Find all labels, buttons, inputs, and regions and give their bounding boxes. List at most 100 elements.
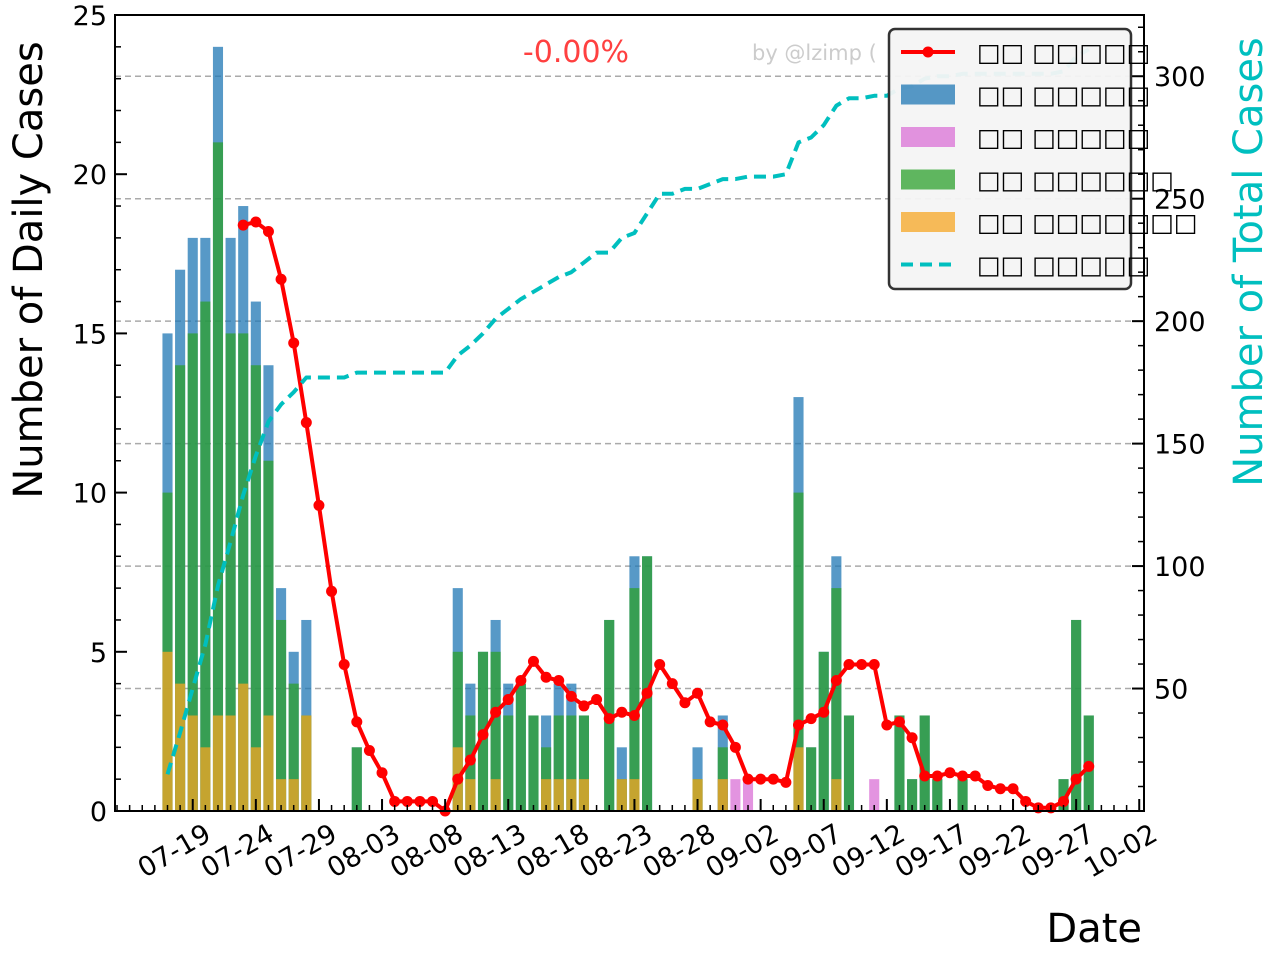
bar — [528, 715, 539, 811]
line-point — [767, 773, 779, 785]
y-tick-label: 25 — [73, 1, 107, 32]
line-point — [616, 706, 628, 718]
y-tick-label: 15 — [73, 319, 107, 350]
bar — [642, 556, 653, 811]
bar — [843, 715, 855, 811]
bar — [629, 588, 640, 811]
bar — [187, 333, 198, 811]
line-point — [780, 776, 792, 788]
bar — [793, 747, 804, 811]
line-point — [994, 783, 1006, 795]
line-point — [793, 719, 804, 731]
watermark: by @lzimp ( — [752, 41, 877, 65]
bar — [212, 715, 224, 811]
line-point — [742, 773, 754, 785]
line-point — [969, 770, 981, 782]
bar — [175, 365, 186, 811]
line-point — [515, 674, 527, 686]
x-tick-label: 08-23 — [574, 818, 657, 884]
bar — [578, 715, 590, 811]
line-point — [931, 770, 943, 782]
x-tick-label: 09-17 — [890, 818, 973, 884]
line-point — [843, 659, 855, 671]
bar — [869, 779, 880, 811]
line-point — [982, 780, 994, 792]
line-point — [553, 674, 565, 686]
line-point — [300, 417, 312, 429]
legend-marker — [922, 46, 934, 58]
legend-label: □□ □□□□□ — [977, 251, 1150, 280]
line-point — [389, 795, 401, 807]
bar — [276, 619, 287, 811]
bar — [351, 747, 362, 811]
legend-label: □□ □□□□□ — [977, 38, 1150, 67]
bar — [238, 683, 249, 811]
bar — [692, 779, 703, 811]
bar — [932, 779, 943, 811]
bar — [553, 715, 564, 811]
bar — [212, 142, 224, 812]
bar — [465, 779, 476, 811]
x-tick-label: 08-13 — [448, 818, 531, 884]
y-tick-label: 10 — [73, 479, 107, 510]
bar — [162, 651, 173, 811]
y2-tick-label: 150 — [1154, 430, 1206, 461]
total-cases-line — [165, 47, 1090, 775]
bar — [742, 779, 754, 811]
line-point — [578, 700, 590, 712]
bar — [250, 747, 261, 811]
line-point — [692, 687, 704, 699]
line-point — [1020, 795, 1032, 807]
line-point — [591, 694, 603, 706]
y2-axis-title: Number of Total Cases — [1226, 37, 1272, 487]
bar — [616, 779, 627, 811]
x-tick-label: 09-07 — [764, 818, 847, 884]
bar — [263, 715, 274, 811]
bar — [806, 747, 817, 811]
line-point — [868, 659, 880, 671]
x-tick-label: 09-27 — [1016, 818, 1099, 884]
line-point — [805, 713, 817, 725]
line-point — [919, 770, 931, 782]
line-point — [957, 770, 969, 782]
bars-layer — [162, 46, 1094, 812]
line-point — [755, 773, 767, 785]
bar — [452, 651, 463, 811]
line-point — [351, 716, 363, 728]
legend-label: □□ □□□□□□□ — [977, 208, 1198, 237]
line-point — [401, 795, 413, 807]
moving-average-line — [242, 220, 1091, 813]
bar — [541, 779, 552, 811]
bar — [175, 683, 186, 811]
line-point — [427, 795, 439, 807]
y2-tick-label: 300 — [1154, 62, 1206, 93]
bar — [907, 779, 918, 811]
line-point — [464, 754, 476, 766]
line-point — [893, 716, 905, 728]
bar — [301, 715, 312, 811]
line-point — [250, 216, 262, 228]
bar — [717, 779, 728, 811]
x-tick-label: 09-02 — [701, 818, 784, 884]
y2-tick-label: 250 — [1154, 185, 1206, 216]
line-point — [414, 795, 426, 807]
bar — [957, 779, 968, 811]
x-axis-title: Date — [1046, 906, 1142, 952]
line-point — [527, 655, 539, 667]
line-point — [666, 678, 678, 690]
line-point — [641, 687, 653, 699]
line-point — [326, 585, 338, 597]
line-point — [628, 709, 640, 721]
y-axis-title: Number of Daily Cases — [6, 41, 52, 498]
bar — [187, 715, 198, 811]
line-point — [565, 690, 577, 702]
line-point — [881, 719, 893, 731]
line-point — [262, 226, 274, 238]
bar — [225, 715, 236, 811]
line-point — [540, 671, 552, 683]
bar — [263, 460, 274, 811]
bar — [276, 779, 287, 811]
bar — [200, 301, 211, 811]
line-point — [477, 729, 489, 741]
x-tick-label: 09-22 — [953, 818, 1036, 884]
